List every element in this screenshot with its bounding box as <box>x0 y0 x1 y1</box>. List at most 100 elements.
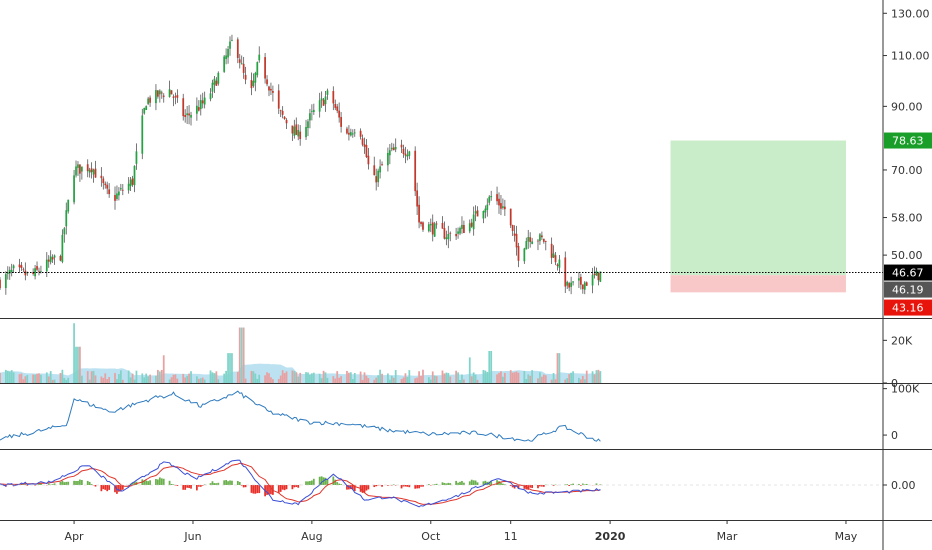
macd-histogram-bar <box>336 482 339 485</box>
candle <box>104 183 107 186</box>
candle <box>459 228 461 234</box>
macd-histogram-bar <box>158 477 161 485</box>
volume-bar <box>59 373 62 383</box>
candle <box>310 110 313 112</box>
candle <box>141 115 144 154</box>
candle <box>291 125 294 134</box>
macd-histogram-bar <box>168 480 171 485</box>
macd-histogram-bar <box>229 480 231 485</box>
macd-histogram-bar <box>307 481 309 485</box>
macd-histogram-bar <box>24 483 27 485</box>
candle <box>387 152 389 166</box>
volume-bar <box>6 370 9 383</box>
macd-histogram-bar <box>94 485 97 487</box>
volume-bar <box>392 377 395 383</box>
candle <box>51 257 54 260</box>
volume-bar <box>581 375 584 383</box>
candle <box>537 240 539 242</box>
macd-histogram-bar <box>162 478 165 485</box>
volume-bar <box>531 370 534 383</box>
volume-bar <box>390 375 393 383</box>
volume-bar <box>334 378 337 383</box>
volume-bar <box>195 376 198 383</box>
profit-zone[interactable] <box>670 140 846 276</box>
macd-histogram-bar <box>283 485 286 491</box>
volume-bar <box>431 371 434 383</box>
macd-histogram-bar <box>147 481 150 485</box>
time-axis-label: 2020 <box>595 530 626 543</box>
macd-histogram-bar <box>435 483 438 485</box>
macd-histogram-bar <box>40 483 42 485</box>
volume-bar <box>145 373 148 383</box>
macd-histogram-bar <box>203 484 206 485</box>
macd-histogram-bar <box>523 485 526 489</box>
candle <box>10 269 13 273</box>
macd-histogram-bar <box>441 482 444 485</box>
candle <box>381 164 383 166</box>
macd-pane[interactable] <box>0 459 883 508</box>
price-pane[interactable] <box>0 34 883 295</box>
candle <box>482 210 485 219</box>
macd-histogram-bar <box>277 485 280 494</box>
volume-bar <box>277 379 280 383</box>
candle <box>22 268 25 270</box>
candle <box>102 178 105 184</box>
volume-bar <box>272 379 274 383</box>
volume-bar <box>116 379 118 383</box>
time-axis-label: Aug <box>301 530 322 543</box>
volume-bar <box>408 370 411 383</box>
candle <box>256 62 259 76</box>
volume-bar <box>256 378 259 383</box>
macd-histogram-bar <box>77 480 79 485</box>
candle <box>490 196 493 198</box>
volume-bar <box>595 370 598 383</box>
candle <box>258 54 261 61</box>
candle <box>581 284 584 290</box>
volume-bar <box>400 378 403 383</box>
price-axis[interactable]: 130.00 110.00 90.00 70.00 58.00 50.00 <box>883 7 930 262</box>
volume-pane[interactable] <box>0 323 602 383</box>
long-position-tool[interactable] <box>670 140 846 293</box>
loss-zone[interactable] <box>670 275 846 293</box>
macd-histogram-bar <box>127 485 130 486</box>
time-axis[interactable]: Apr Jun Aug Oct 11 2020 Mar May <box>65 520 858 543</box>
volume-bar <box>47 376 50 383</box>
candle <box>595 270 598 276</box>
volume-bar <box>375 377 378 383</box>
macd-histogram-bar <box>320 476 323 485</box>
volume-bar <box>252 371 255 383</box>
volume-bar <box>591 371 594 383</box>
obv-axis[interactable]: 100K 0 <box>883 383 920 442</box>
volume-bar <box>32 374 35 383</box>
macd-histogram-bar <box>585 483 588 485</box>
candle <box>556 264 559 266</box>
macd-axis[interactable]: 0.00 <box>883 479 916 492</box>
volume-bar <box>79 346 81 383</box>
candle <box>49 256 52 263</box>
candle <box>254 72 257 83</box>
obv-pane[interactable] <box>0 390 601 442</box>
candle <box>244 74 247 80</box>
candle <box>305 127 307 138</box>
volume-bar <box>511 372 514 383</box>
volume-bar <box>240 327 243 383</box>
candle <box>525 241 528 250</box>
candle <box>334 103 337 108</box>
macd-histogram-bar <box>365 485 368 491</box>
volume-bar <box>349 372 352 383</box>
candle <box>427 224 430 232</box>
macd-histogram-bar <box>373 485 376 488</box>
candle <box>498 198 500 206</box>
candle <box>474 211 477 214</box>
volume-axis[interactable]: 20K 0 <box>883 334 913 390</box>
candle <box>145 106 148 110</box>
volume-bar <box>367 378 370 383</box>
volume-bar <box>131 373 134 383</box>
volume-bar <box>295 372 298 383</box>
volume-bar <box>359 371 362 383</box>
macd-histogram-bar <box>579 485 582 486</box>
macd-histogram-bar <box>445 483 448 485</box>
candle <box>197 107 200 111</box>
volume-bar <box>86 371 89 383</box>
